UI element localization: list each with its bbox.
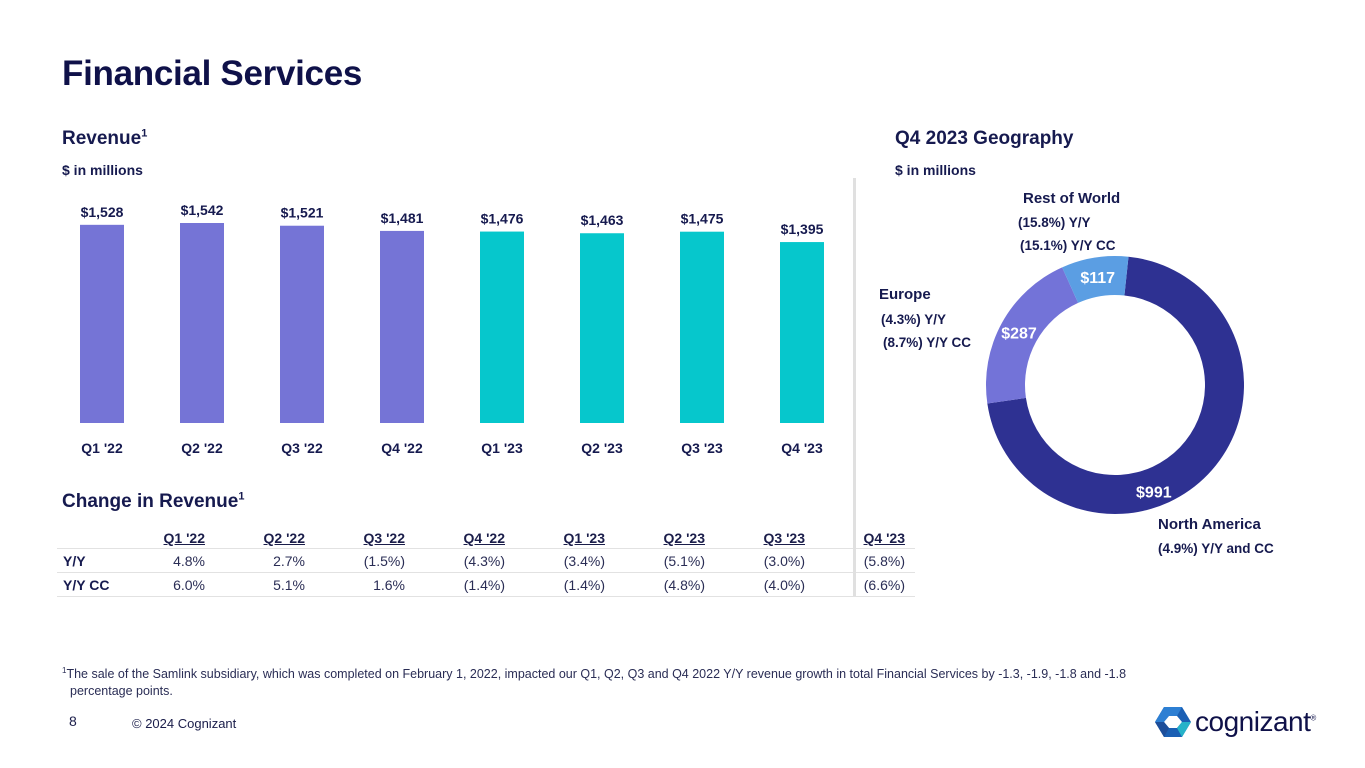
x-tick-label: Q4 '22: [381, 440, 423, 456]
bar-value-label: $1,542: [181, 202, 224, 218]
table-cell: (4.8%): [615, 572, 715, 597]
table-cell: (1.4%): [415, 572, 515, 597]
table-cell: 5.1%: [215, 572, 315, 597]
table-header-blank: [57, 528, 125, 549]
revenue-heading: Revenue1: [62, 128, 147, 150]
bar-value-label: $1,481: [381, 210, 424, 226]
rest-of-world-label: Rest of World: [1023, 190, 1121, 207]
table-cell: 2.7%: [215, 548, 315, 573]
footnote-line-1: The sale of the Samlink subsidiary, whic…: [66, 667, 1127, 682]
change-in-revenue-table: Q1 '22 Q2 '22 Q3 '22 Q4 '22 Q1 '23 Q2 '2…: [57, 528, 915, 597]
table-header-row: Q1 '22 Q2 '22 Q3 '22 Q4 '22 Q1 '23 Q2 '2…: [57, 528, 915, 549]
revenue-bar: [280, 225, 324, 423]
table-header: Q4 '22: [463, 530, 505, 546]
revenue-units: $ in millions: [62, 162, 143, 178]
table-cell: (1.4%): [515, 572, 615, 597]
rest-of-world-yycc: (15.1%) Y/Y CC: [1020, 238, 1116, 253]
bar-value-label: $1,476: [481, 211, 524, 227]
donut-slice-north-america: [987, 256, 1244, 514]
table-header: Q4 '23: [863, 530, 905, 546]
bar-value-label: $1,475: [681, 211, 724, 227]
row-label: Y/Y: [57, 548, 125, 573]
page-number: 8: [69, 713, 77, 729]
donut-slice-rest-of-world: [1062, 256, 1129, 303]
table-cell: (4.0%): [715, 572, 815, 597]
geography-donut-chart: $991 $287 $117: [986, 256, 1244, 514]
table-header: Q1 '22: [163, 530, 205, 546]
section-divider: [853, 178, 856, 596]
europe-label: Europe: [879, 286, 931, 303]
donut-value-label: $991: [1136, 485, 1172, 502]
x-tick-label: Q4 '23: [781, 440, 823, 456]
table-header: Q2 '22: [263, 530, 305, 546]
revenue-bar-chart: $1,528 Q1 '22 $1,542 Q2 '22 $1,521 Q3 '22 $1,4…: [80, 202, 824, 456]
table-header: Q3 '23: [763, 530, 805, 546]
table-row: Y/Y CC 6.0% 5.1% 1.6% (1.4%) (1.4%) (4.8…: [57, 572, 915, 597]
table-header: Q1 '23: [563, 530, 605, 546]
revenue-bar: [680, 231, 724, 423]
table-header: Q3 '22: [363, 530, 405, 546]
table-cell: 6.0%: [125, 572, 215, 597]
donut-value-label: $117: [1080, 270, 1115, 287]
rest-of-world-yy: (15.8%) Y/Y: [1018, 215, 1091, 230]
europe-yy: (4.3%) Y/Y: [881, 312, 947, 327]
row-label: Y/Y CC: [57, 572, 125, 597]
revenue-bar: [480, 231, 524, 423]
revenue-footnote-marker: 1: [141, 127, 148, 140]
revenue-bar: [180, 223, 224, 423]
footnote-line-2: percentage points.: [70, 684, 173, 699]
table-cell: (4.3%): [415, 548, 515, 573]
table-row: Y/Y 4.8% 2.7% (1.5%) (4.3%) (3.4%) (5.1%…: [57, 548, 915, 573]
table-cell: 1.6%: [315, 572, 415, 597]
table-cell: (3.4%): [515, 548, 615, 573]
donut-slice-europe: [986, 267, 1079, 404]
geography-heading: Q4 2023 Geography: [895, 128, 1074, 149]
cognizant-logo-icon: [1155, 707, 1191, 737]
x-tick-label: Q3 '22: [281, 440, 323, 456]
europe-yycc: (8.7%) Y/Y CC: [883, 335, 972, 350]
donut-value-label: $287: [1001, 325, 1037, 342]
footnote: 1The sale of the Samlink subsidiary, whi…: [62, 662, 1222, 700]
x-tick-label: Q1 '23: [481, 440, 523, 456]
change-footnote-marker: 1: [238, 490, 245, 503]
x-tick-label: Q1 '22: [81, 440, 123, 456]
north-america-label: North America: [1158, 516, 1261, 533]
table-cell: 4.8%: [125, 548, 215, 573]
north-america-yy: (4.9%) Y/Y and CC: [1158, 541, 1274, 556]
change-heading: Change in Revenue1: [62, 491, 244, 513]
footnote-marker: 1: [62, 666, 67, 675]
revenue-bar: [80, 224, 124, 423]
bar-value-label: $1,521: [281, 205, 324, 221]
geography-units: $ in millions: [895, 162, 976, 178]
table-cell: (5.8%): [815, 548, 915, 573]
x-tick-label: Q3 '23: [681, 440, 723, 456]
revenue-bar: [780, 242, 824, 423]
cognizant-wordmark: cognizant®: [1195, 706, 1316, 737]
copyright: © 2024 Cognizant: [132, 716, 237, 731]
table-cell: (5.1%): [615, 548, 715, 573]
cognizant-logo: cognizant®: [1155, 705, 1316, 739]
bar-value-label: $1,528: [81, 204, 124, 220]
page-title: Financial Services: [62, 54, 363, 93]
table-header: Q2 '23: [663, 530, 705, 546]
change-heading-text: Change in Revenue: [62, 491, 239, 512]
revenue-bar: [380, 230, 424, 423]
table-cell: (6.6%): [815, 572, 915, 597]
revenue-heading-text: Revenue: [62, 128, 142, 149]
x-tick-label: Q2 '22: [181, 440, 223, 456]
bar-value-label: $1,463: [581, 212, 624, 228]
x-tick-label: Q2 '23: [581, 440, 623, 456]
bar-value-label: $1,395: [781, 221, 824, 237]
table-cell: (3.0%): [715, 548, 815, 573]
revenue-bar: [580, 233, 624, 423]
table-cell: (1.5%): [315, 548, 415, 573]
